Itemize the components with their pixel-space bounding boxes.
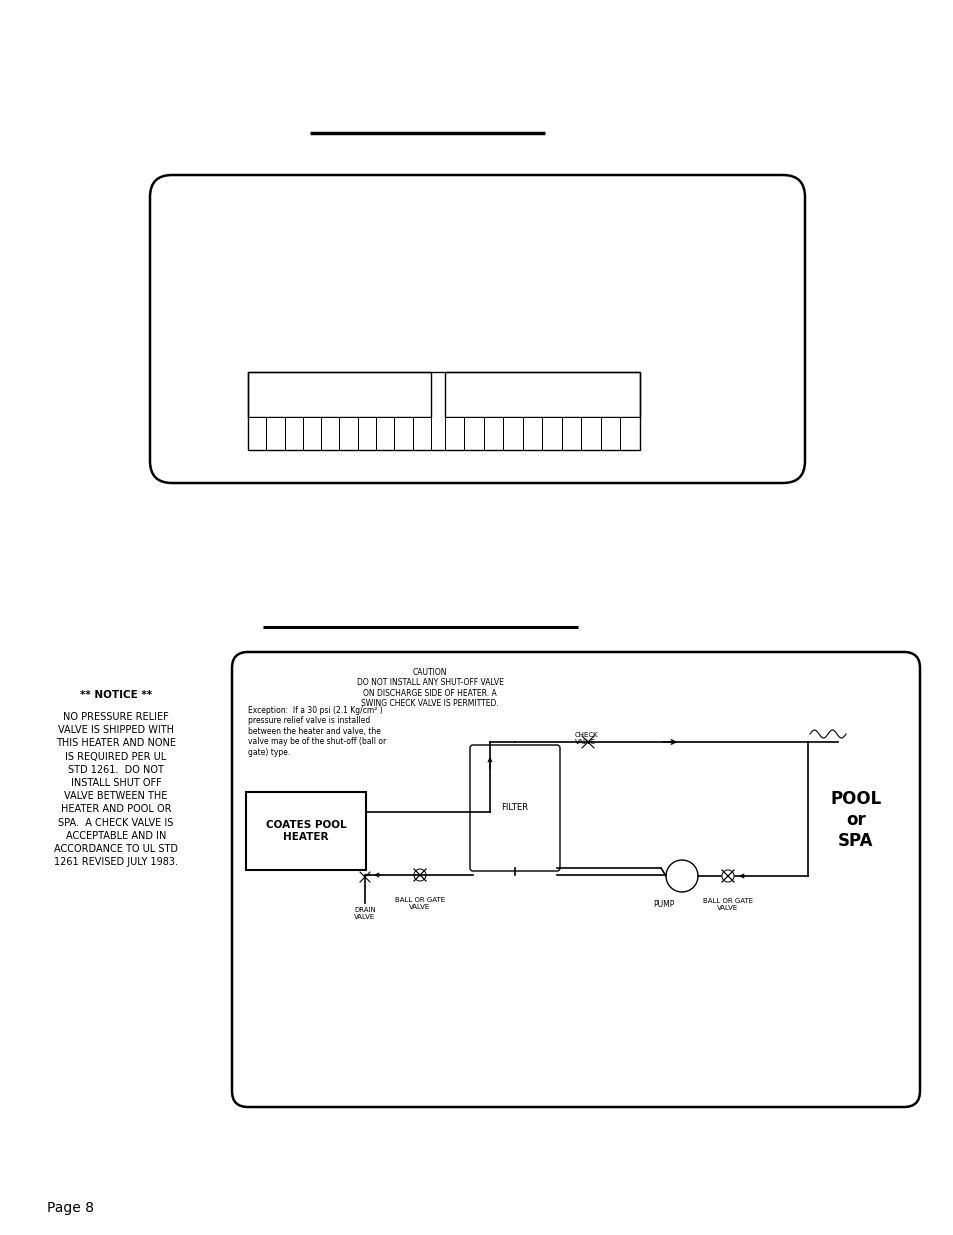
Text: POOL
or
SPA: POOL or SPA [829,790,881,850]
Bar [542,417,561,450]
FancyBboxPatch shape [232,652,919,1107]
Text: BALL OR GATE
VALVE: BALL OR GATE VALVE [395,897,445,910]
Bar [284,417,303,450]
Bar [561,417,581,450]
Text: CAUTION
DO NOT INSTALL ANY SHUT-OFF VALVE
ON DISCHARGE SIDE OF HEATER. A
SWING C: CAUTION DO NOT INSTALL ANY SHUT-OFF VALV… [356,668,503,708]
Bar [357,417,375,450]
Bar [522,417,542,450]
Bar [444,417,464,450]
Text: CHECK
VALVE: CHECK VALVE [574,732,598,745]
Text: BALL OR GATE
VALVE: BALL OR GATE VALVE [702,898,752,911]
Bar [321,417,339,450]
Bar [248,417,266,450]
Bar [581,417,600,450]
Bar [483,417,503,450]
Bar [266,417,284,450]
Bar [375,417,394,450]
Text: FILTER: FILTER [501,804,528,813]
Bar [303,417,321,450]
Bar [339,417,357,450]
Text: NO PRESSURE RELIEF
VALVE IS SHIPPED WITH
THIS HEATER AND NONE
IS REQUIRED PER UL: NO PRESSURE RELIEF VALVE IS SHIPPED WITH… [54,713,178,867]
Text: PUMP: PUMP [653,900,674,909]
Bar [464,417,483,450]
Text: Page 8: Page 8 [47,1200,94,1215]
Bar [619,417,639,450]
Bar [394,417,413,450]
Bar [503,417,522,450]
FancyBboxPatch shape [470,745,559,871]
Text: DRAIN
VALVE: DRAIN VALVE [354,906,375,920]
Bar [246,792,366,869]
Bar [248,372,431,417]
Bar [600,417,619,450]
Bar [444,372,639,417]
Text: COATES POOL
HEATER: COATES POOL HEATER [265,820,346,842]
Text: Exception:  If a 30 psi (2.1 Kg/cm² )
pressure relief valve is installed
between: Exception: If a 30 psi (2.1 Kg/cm² ) pre… [248,706,386,757]
Text: ** NOTICE **: ** NOTICE ** [80,690,152,700]
Bar [413,417,431,450]
Bar [248,372,639,450]
FancyBboxPatch shape [150,175,804,483]
